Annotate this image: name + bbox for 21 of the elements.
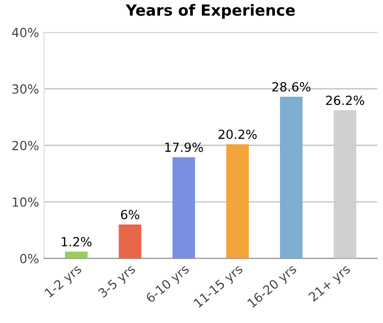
y-tick-label: 10% (12, 197, 38, 207)
bar (280, 96, 303, 258)
x-tick-label: 1-2 yrs (44, 264, 84, 300)
x-tick-label: 3-5 yrs (98, 264, 138, 300)
x-tick-label: 21+ yrs (308, 264, 352, 304)
bar (118, 224, 142, 258)
y-tick-label: 0% (20, 254, 38, 264)
y-tick-label: 20% (12, 140, 38, 150)
y-tick-label: 40% (12, 28, 38, 38)
data-label: 26.2% (326, 96, 364, 106)
bar (65, 252, 88, 258)
data-label: 1.2% (62, 236, 92, 246)
data-label: 17.9% (165, 142, 203, 152)
bar (172, 157, 196, 258)
bar (334, 110, 356, 258)
data-label: 6% (120, 210, 140, 220)
data-label: 28.6% (272, 82, 310, 92)
y-tick-label: 30% (12, 84, 38, 94)
bar (226, 144, 249, 258)
data-label: 20.2% (218, 130, 257, 140)
chart-title: Years of Experience (126, 4, 295, 19)
